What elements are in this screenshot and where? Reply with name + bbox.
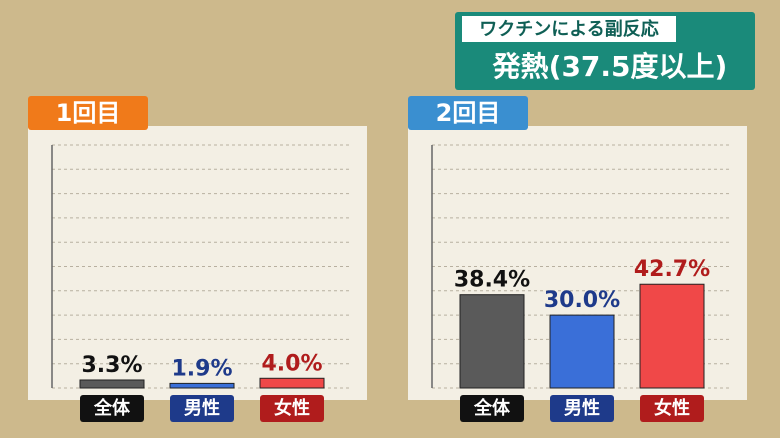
x-tick-label: 全体 — [93, 397, 131, 419]
header-tag-box — [462, 16, 676, 42]
bar — [459, 294, 525, 389]
bar — [259, 377, 325, 389]
x-tick-label: 男性 — [564, 397, 600, 419]
panel-title: 1回目 — [56, 99, 121, 127]
category-box — [460, 395, 524, 422]
bar — [639, 283, 705, 389]
panel-tab — [408, 96, 528, 130]
value-label: 3.3% — [81, 353, 142, 378]
panel-tab — [28, 96, 148, 130]
x-tick-label: 女性 — [274, 397, 310, 419]
bar — [79, 379, 145, 389]
x-tick-label: 男性 — [184, 397, 220, 419]
category-box — [640, 395, 704, 422]
value-label: 1.9% — [171, 356, 232, 381]
header-title: 発熱(37.5度以上) — [492, 50, 728, 83]
bar — [549, 314, 615, 389]
value-label: 38.4% — [454, 268, 530, 293]
category-box — [170, 395, 234, 422]
x-tick-label: 全体 — [473, 397, 511, 419]
panel — [28, 126, 367, 400]
category-box — [80, 395, 144, 422]
x-tick-label: 女性 — [654, 397, 690, 419]
category-box — [260, 395, 324, 422]
value-label: 4.0% — [261, 351, 322, 376]
value-label: 42.7% — [634, 257, 710, 282]
bar — [169, 382, 235, 389]
panel-title: 2回目 — [436, 99, 501, 127]
category-box — [550, 395, 614, 422]
header-tag: ワクチンによる副反応 — [479, 18, 658, 40]
value-label: 30.0% — [544, 288, 620, 313]
